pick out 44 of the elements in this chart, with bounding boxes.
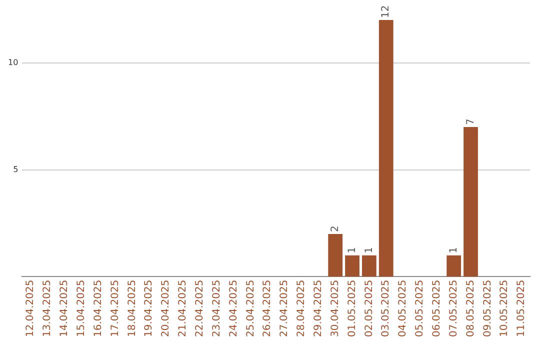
x-tick-label: 18.04.2025: [126, 280, 138, 338]
data-label: 2: [330, 226, 341, 232]
y-tick-label: 10: [8, 58, 18, 67]
x-tick-label: 21.04.2025: [178, 280, 189, 338]
x-tick-label: 07.05.2025: [448, 280, 460, 338]
x-tick-label: 12.04.2025: [25, 280, 36, 338]
x-tick-label: 29.04.2025: [313, 280, 324, 338]
bar: [446, 255, 462, 277]
data-label: 1: [346, 246, 358, 254]
bar: [378, 20, 394, 277]
y-tick-label: 5: [13, 164, 18, 174]
bar: [345, 255, 360, 277]
x-tick-label: 15.04.2025: [76, 280, 88, 338]
x-tick-label: 24.04.2025: [228, 280, 240, 338]
x-tick-label: 01.05.2025: [346, 280, 358, 338]
x-tick-label: 14.04.2025: [59, 280, 70, 338]
x-tick-label: 17.04.2025: [110, 280, 121, 338]
x-tick-label: 16.04.2025: [92, 280, 104, 338]
x-tick-label: 04.05.2025: [398, 280, 409, 338]
x-tick-label: 02.05.2025: [364, 280, 375, 338]
x-tick-label: 23.04.2025: [211, 280, 222, 338]
x-tick-label: 19.04.2025: [144, 280, 155, 338]
bar: [464, 126, 478, 277]
x-tick-label: 10.05.2025: [499, 280, 510, 338]
x-tick-label: 30.04.2025: [330, 280, 341, 338]
x-tick-label: 27.04.2025: [279, 280, 290, 338]
x-tick-label: 11.05.2025: [516, 280, 528, 338]
x-tick-label: 20.04.2025: [160, 280, 172, 338]
data-label: 12: [380, 5, 392, 18]
x-tick-label: 03.05.2025: [380, 280, 392, 338]
bar: [362, 255, 376, 277]
data-label: 1: [448, 246, 460, 254]
x-tick-label: 05.05.2025: [414, 280, 426, 338]
x-tick-label: 06.05.2025: [431, 280, 442, 338]
x-tick-label: 28.04.2025: [296, 280, 308, 338]
x-tick-label: 25.04.2025: [245, 280, 256, 338]
x-tick-label: 09.05.2025: [482, 280, 494, 338]
bar: [328, 234, 343, 277]
data-label: 7: [465, 118, 476, 125]
x-tick-label: 08.05.2025: [465, 280, 476, 338]
data-label: 1: [364, 246, 375, 254]
x-tick-label: 13.04.2025: [42, 280, 54, 338]
x-tick-label: 22.04.2025: [194, 280, 206, 338]
x-tick-label: 26.04.2025: [262, 280, 274, 338]
